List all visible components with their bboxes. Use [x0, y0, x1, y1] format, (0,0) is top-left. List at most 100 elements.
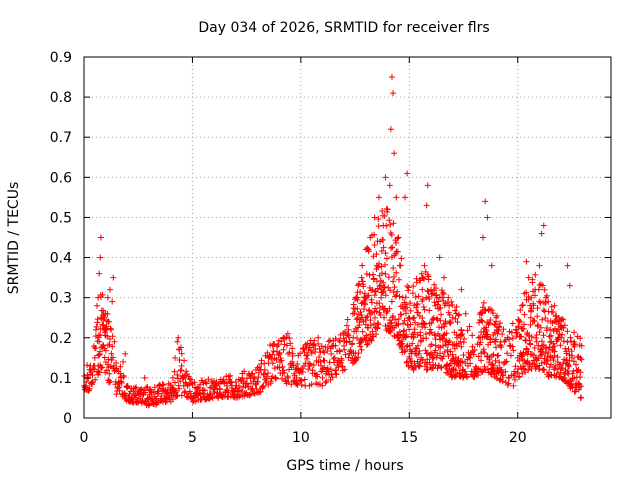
data-point-key — [388, 74, 395, 81]
data-point — [499, 331, 506, 338]
data-point — [261, 360, 268, 367]
data-point — [415, 350, 422, 357]
data-point — [547, 339, 554, 346]
data-point — [375, 321, 382, 328]
data-point — [387, 287, 394, 294]
data-point — [373, 331, 380, 338]
data-point — [382, 292, 389, 299]
data-point — [536, 298, 543, 305]
data-point-key — [100, 342, 107, 349]
data-point — [470, 351, 477, 358]
data-point — [395, 276, 402, 283]
data-point — [156, 382, 163, 389]
data-point — [543, 360, 550, 367]
data-point — [424, 366, 431, 373]
data-point — [99, 291, 106, 298]
data-point — [116, 387, 123, 394]
data-point — [449, 341, 456, 348]
data-point — [390, 278, 397, 285]
data-point — [577, 335, 584, 342]
data-point — [113, 359, 120, 366]
data-point-key — [180, 382, 187, 389]
data-point — [103, 323, 110, 330]
data-point-key — [401, 194, 408, 201]
data-point-key — [349, 310, 356, 317]
data-point — [367, 322, 374, 329]
data-point — [432, 285, 439, 292]
data-point — [378, 263, 385, 270]
data-point — [352, 357, 359, 364]
data-point — [305, 366, 312, 373]
data-point-key — [538, 230, 545, 237]
data-point — [286, 349, 293, 356]
data-point-key — [547, 326, 554, 333]
data-point — [531, 345, 538, 352]
data-point — [552, 365, 559, 372]
data-point — [575, 380, 582, 387]
data-point — [333, 371, 340, 378]
data-point-key — [96, 270, 103, 277]
data-point — [533, 335, 540, 342]
data-point — [344, 316, 351, 323]
data-point — [449, 302, 456, 309]
data-point — [283, 334, 290, 341]
data-point — [494, 352, 501, 359]
data-point — [546, 364, 553, 371]
data-point — [202, 379, 209, 386]
x-tick-label: 5 — [188, 430, 197, 446]
data-point — [331, 354, 338, 361]
data-point-key — [397, 262, 404, 269]
data-point — [408, 348, 415, 355]
data-point — [258, 357, 265, 364]
data-point — [398, 311, 405, 318]
data-point — [381, 212, 388, 219]
data-point-key — [315, 334, 322, 341]
data-point-key — [122, 350, 129, 357]
data-point-key — [172, 354, 179, 361]
data-point — [438, 364, 445, 371]
data-point — [92, 345, 99, 352]
data-point-key — [386, 182, 393, 189]
data-point — [456, 311, 463, 318]
data-point — [361, 301, 368, 308]
data-point — [321, 349, 328, 356]
data-point — [395, 321, 402, 328]
data-point — [437, 350, 444, 357]
data-point — [281, 369, 288, 376]
data-point — [368, 337, 375, 344]
data-point — [96, 348, 103, 355]
data-point — [455, 312, 462, 319]
data-point — [304, 351, 311, 358]
data-point — [566, 363, 573, 370]
y-tick-label: 0.6 — [50, 170, 72, 186]
data-point — [550, 357, 557, 364]
data-point-key — [97, 234, 104, 241]
data-point — [572, 361, 579, 368]
data-point — [310, 361, 317, 368]
data-point — [440, 290, 447, 297]
data-point-key — [371, 214, 378, 221]
data-point — [272, 374, 279, 381]
data-point — [332, 335, 339, 342]
data-point — [394, 248, 401, 255]
data-point — [403, 304, 410, 311]
data-point — [404, 321, 411, 328]
data-point — [99, 342, 106, 349]
data-point — [531, 318, 538, 325]
data-point — [439, 294, 446, 301]
data-point — [539, 316, 546, 323]
data-point — [241, 368, 248, 375]
data-point — [451, 345, 458, 352]
data-point — [173, 393, 180, 400]
data-point — [117, 370, 124, 377]
data-point — [251, 375, 258, 382]
data-point — [546, 333, 553, 340]
data-point — [388, 231, 395, 238]
data-point — [143, 384, 150, 391]
data-point — [435, 298, 442, 305]
data-point-key — [362, 246, 369, 253]
data-point — [113, 391, 120, 398]
data-point — [414, 301, 421, 308]
data-point-key — [410, 334, 417, 341]
data-point — [353, 328, 360, 335]
